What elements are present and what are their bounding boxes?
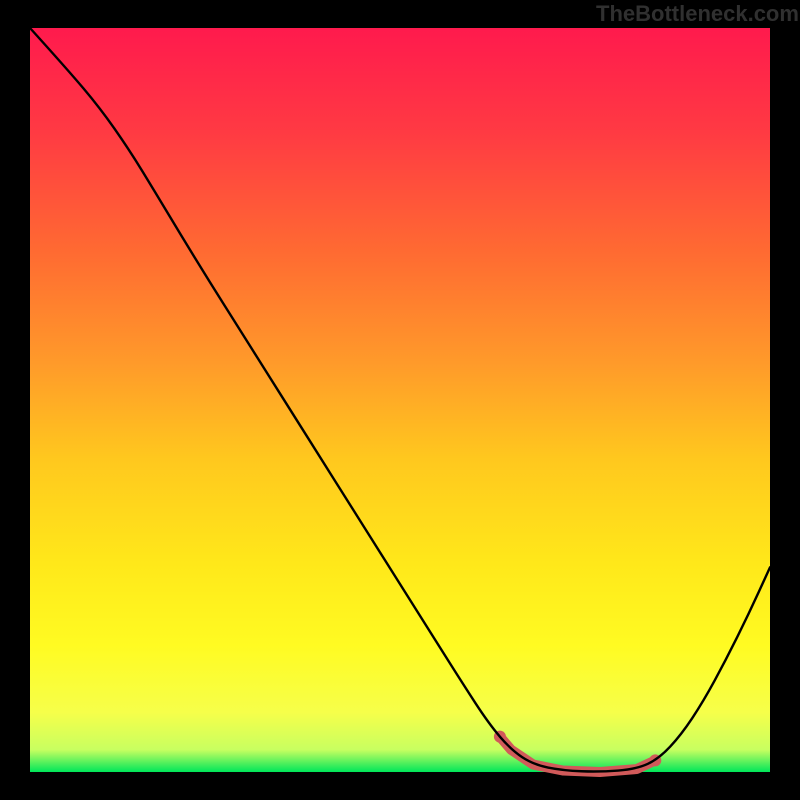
watermark-text: TheBottleneck.com [596,1,799,27]
chart-frame: TheBottleneck.com [0,0,800,800]
gradient-plot-area [30,28,770,772]
